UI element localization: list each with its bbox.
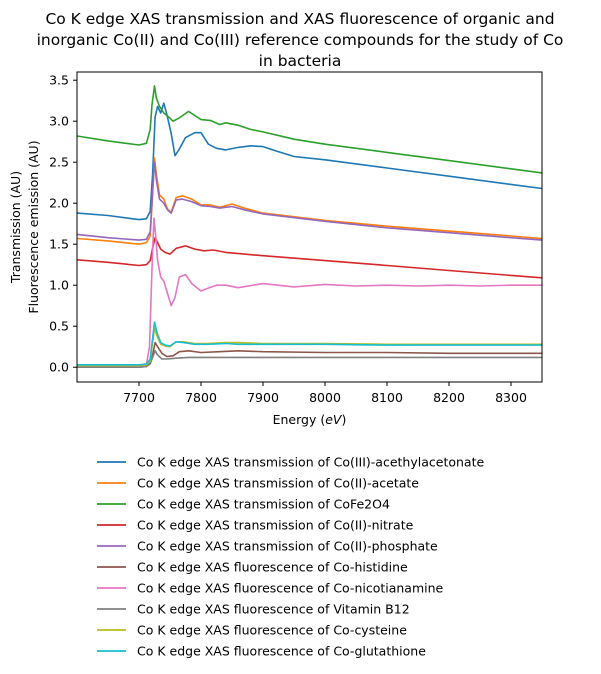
legend-entry-label: Co K edge XAS fluorescence of Co-nicotia…: [137, 581, 444, 596]
y-axis-label: Transmission (AU) Fluorescence emission (…: [8, 140, 41, 313]
plot-area-frame: [76, 71, 543, 383]
y-axis-label-line-1: Transmission (AU): [8, 171, 23, 284]
y-tick-label: 3.0: [49, 114, 69, 129]
x-tick-label: 8000: [309, 390, 341, 405]
series-line-1: [77, 102, 542, 221]
y-axis-label-line-2: Fluorescence emission (AU): [26, 140, 41, 313]
legend-entry-label: Co K edge XAS fluorescence of Co-histidi…: [137, 560, 408, 575]
series-line-8: [77, 350, 542, 368]
series-line-2: [77, 157, 542, 245]
x-axis-label: Energy (eV): [273, 412, 347, 427]
x-tick-label: 7800: [185, 390, 217, 405]
y-axis-ticks: 0.0 0.5 1.0 1.5 2.0 2.5 3.0 3.5: [49, 73, 77, 375]
y-tick-label: 3.5: [49, 73, 69, 88]
legend-entry-label: Co K edge XAS transmission of Co(II)-ace…: [137, 476, 419, 491]
legend-entry-label: Co K edge XAS fluorescence of Co-cystein…: [137, 623, 407, 638]
series-line-4: [77, 236, 542, 279]
chart-title-line-2: inorganic Co(II) and Co(III) reference c…: [37, 31, 564, 49]
legend-entry-label: Co K edge XAS transmission of Co(III)-ac…: [137, 455, 484, 470]
chart-title-line-1: Co K edge XAS transmission and XAS fluor…: [45, 10, 554, 28]
series-line-7: [77, 217, 542, 368]
legend-entry-label: Co K edge XAS transmission of Co(II)-pho…: [137, 539, 438, 554]
y-tick-label: 1.5: [49, 237, 69, 252]
series-line-3: [77, 85, 542, 174]
legend-entry-label: Co K edge XAS fluorescence of Vitamin B1…: [137, 602, 410, 617]
y-tick-label: 2.0: [49, 196, 69, 211]
legend: Co K edge XAS transmission of Co(III)-ac…: [97, 455, 484, 659]
x-tick-label: 7900: [247, 390, 279, 405]
y-tick-label: 2.5: [49, 155, 69, 170]
series-lines: [77, 85, 542, 368]
y-tick-label: 1.0: [49, 278, 69, 293]
x-tick-label: 7700: [123, 390, 155, 405]
series-line-5: [77, 161, 542, 241]
x-tick-label: 8200: [433, 390, 465, 405]
chart-title: Co K edge XAS transmission and XAS fluor…: [37, 10, 564, 70]
chart-title-line-3: in bacteria: [259, 52, 342, 70]
legend-entry-label: Co K edge XAS transmission of Co(II)-nit…: [137, 518, 414, 533]
x-tick-label: 8100: [371, 390, 403, 405]
y-tick-label: 0.0: [49, 360, 69, 375]
x-axis-ticks: 7700 7800 7900 8000 8100 8200 8300: [123, 382, 527, 405]
series-line-10: [77, 321, 542, 366]
y-tick-label: 0.5: [49, 319, 69, 334]
legend-entry-label: Co K edge XAS fluorescence of Co-glutath…: [137, 644, 426, 659]
legend-entry-label: Co K edge XAS transmission of CoFe2O4: [137, 497, 390, 512]
x-tick-label: 8300: [495, 390, 527, 405]
